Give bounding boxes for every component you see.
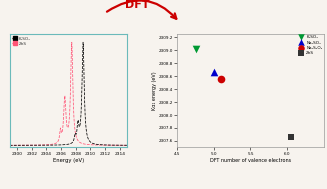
Legend: K₂SO₄, ZnS: K₂SO₄, ZnS — [12, 36, 31, 46]
Point — [211, 70, 216, 73]
Legend: K₂SO₄, Na₂SO₄, Na₂S₂O₃, ZnS: K₂SO₄, Na₂SO₄, Na₂S₂O₃, ZnS — [297, 35, 323, 55]
Y-axis label: Kα₁ energy (eV): Kα₁ energy (eV) — [151, 71, 157, 110]
Point — [194, 47, 199, 50]
X-axis label: Energy (eV): Energy (eV) — [53, 158, 84, 163]
Point — [288, 136, 293, 139]
Point — [218, 78, 224, 81]
X-axis label: DFT number of valence electrons: DFT number of valence electrons — [210, 158, 291, 163]
Text: DFT: DFT — [125, 0, 149, 10]
